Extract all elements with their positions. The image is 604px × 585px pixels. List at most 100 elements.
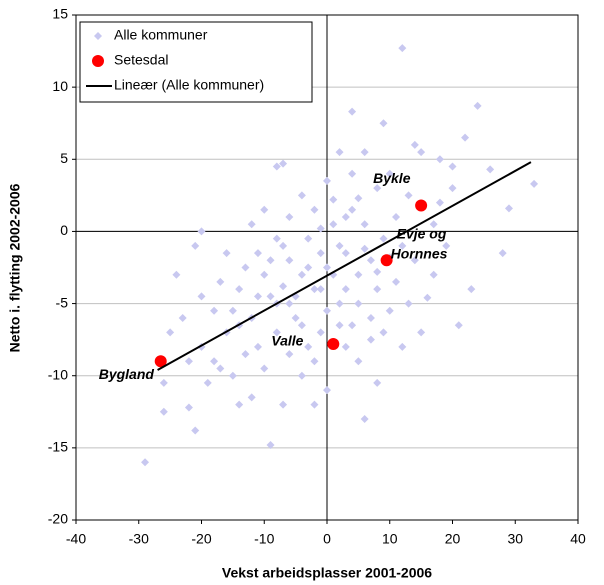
point [178,314,187,322]
point [341,342,350,351]
point [348,321,357,330]
point [304,234,313,243]
point [316,224,325,233]
x-tick-label: -40 [66,531,86,547]
point [435,155,444,164]
point [335,299,344,308]
y-tick-label: 0 [60,222,68,238]
point [398,241,407,250]
setesdal-point [154,355,167,368]
point [228,306,237,315]
x-tick-label: 40 [570,531,586,547]
point [335,241,344,250]
point [141,458,150,467]
point [323,386,331,395]
point [228,371,237,380]
point [260,364,269,373]
point [373,267,382,276]
point [197,292,206,301]
y-tick-label: -5 [56,294,69,310]
x-tick-label: -10 [254,531,274,547]
point [279,282,288,291]
x-tick-label: 0 [323,531,331,547]
point [335,321,344,330]
setesdal-point [327,337,340,350]
point [297,270,306,279]
point-label: Valle [271,333,303,349]
point [297,321,306,330]
x-tick-label: 30 [507,531,523,547]
y-tick-label: 10 [52,78,68,94]
x-tick-label: 20 [445,531,461,547]
point [166,328,175,337]
point [304,263,313,272]
point [373,285,382,294]
point [404,191,413,200]
point [410,256,419,265]
point [260,205,269,214]
point [366,314,375,322]
point [360,148,369,157]
point [398,44,407,53]
point [504,204,513,213]
point [279,241,288,250]
point [266,256,275,265]
point [159,407,168,416]
point [348,169,357,178]
point [366,256,375,265]
point [316,328,325,337]
point [341,213,350,221]
point [323,263,331,272]
point [341,249,350,258]
point [373,184,382,193]
point [354,194,363,203]
point [235,400,244,409]
point [197,227,206,236]
point [410,140,419,149]
point [486,165,495,174]
point [398,342,407,351]
point [210,357,219,366]
setesdal-point [415,199,428,212]
legend-label: Lineær (Alle kommuner) [114,77,264,93]
point [473,101,482,110]
point [392,213,401,221]
legend-label: Alle kommuner [114,27,208,43]
x-tick-label: -20 [191,531,211,547]
y-axis-title: Netto i. flytting 2002-2006 [7,183,23,352]
point [404,299,413,308]
point [216,277,225,286]
point [191,426,200,435]
point [354,357,363,366]
point [360,244,369,253]
point [329,220,338,229]
point [348,205,357,214]
point [335,148,344,157]
point [316,285,325,294]
point [297,371,306,380]
legend-box [79,21,313,103]
point [448,184,457,193]
point [272,162,281,171]
point [272,234,281,243]
point [379,119,388,128]
x-tick-label: 10 [382,531,398,547]
point [297,191,306,200]
point [247,220,256,229]
point [498,249,507,258]
point [172,270,181,279]
point [385,306,394,315]
point [285,256,294,265]
point [360,415,369,423]
point [310,205,319,214]
point [329,195,338,204]
point [266,440,275,449]
point [285,350,294,359]
point [285,299,294,308]
point [366,335,375,344]
point [530,179,539,188]
point [467,285,476,294]
point [435,198,444,207]
plot-border [75,14,579,521]
